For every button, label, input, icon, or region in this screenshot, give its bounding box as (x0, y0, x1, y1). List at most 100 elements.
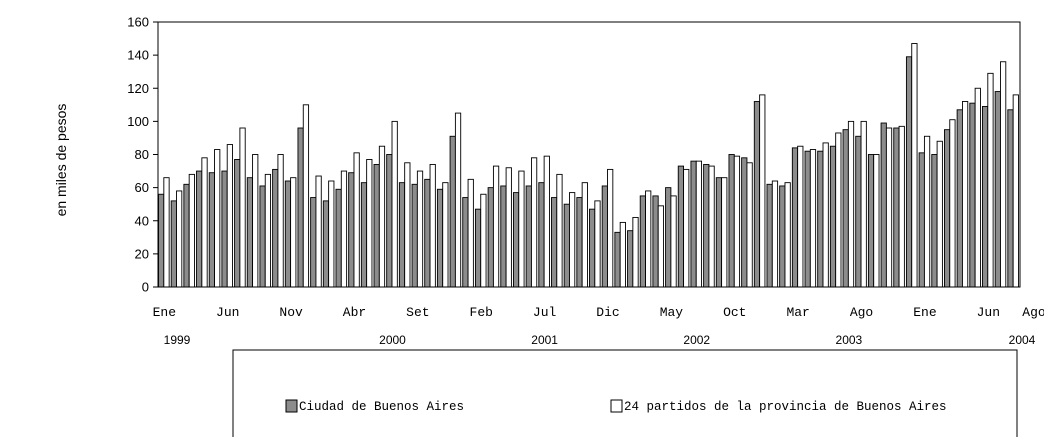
bar-series-group (158, 43, 1019, 288)
x-axis-month-labels: Ene Jun Nov Abr Set Feb Jul Dic May Oct Mar Ago Ene J… (153, 305, 1044, 320)
x-month-label: Abr (343, 305, 366, 320)
bar-partidos (353, 152, 360, 288)
legend-box (232, 349, 1018, 437)
x-month-label: Feb (470, 305, 493, 320)
bar-ciudad (436, 188, 444, 288)
x-month-label: Ago (1022, 305, 1044, 320)
bar-ciudad (322, 200, 330, 288)
x-year-label: 2002 (683, 333, 710, 347)
bar-partidos (619, 221, 626, 288)
bar-ciudad (741, 157, 748, 288)
plot-area-border (157, 21, 1021, 288)
legend-label-partidos: 24 partidos de la provincia de Buenos Ai… (624, 400, 947, 414)
x-month-label: Set (406, 305, 429, 320)
bar-partidos (670, 195, 677, 288)
bar-ciudad (246, 177, 254, 288)
legend-swatch-ciudad (285, 399, 298, 413)
bar-ciudad (538, 182, 545, 288)
y-tick-label: 60 (135, 180, 149, 195)
bar-partidos (531, 157, 538, 288)
bar-ciudad (487, 187, 494, 288)
bar-ciudad (500, 185, 507, 288)
bar-partidos (746, 162, 753, 288)
bar-ciudad (551, 197, 558, 288)
bar-partidos (239, 127, 246, 288)
x-month-label: Dic (596, 305, 619, 320)
bar-ciudad (994, 91, 1001, 288)
y-axis-ticks: 0 20 40 60 80 100 120 140 160 (127, 15, 158, 295)
bar-ciudad (373, 163, 380, 288)
bar-ciudad (348, 172, 355, 288)
bar-partidos (607, 168, 614, 288)
bar-ciudad (221, 170, 228, 288)
bar-partidos (987, 72, 994, 288)
bar-ciudad (411, 183, 418, 288)
bar-partidos (556, 173, 563, 288)
bar-partidos (797, 145, 804, 288)
bar-partidos (201, 157, 208, 288)
legend-item-ciudad: Ciudad de Buenos Aires (285, 399, 464, 414)
bar-partidos (467, 178, 474, 288)
y-tick-label: 0 (142, 280, 149, 295)
bar-ciudad (170, 200, 177, 288)
bar-ciudad (335, 188, 342, 288)
bar-ciudad (424, 178, 431, 288)
bar-ciudad (665, 187, 672, 288)
bar-partidos (176, 190, 183, 288)
bar-partidos (328, 180, 335, 288)
bar-ciudad (855, 135, 862, 288)
bar-partidos (683, 168, 690, 288)
bar-ciudad (601, 185, 608, 288)
bar-partidos (518, 170, 525, 288)
bar-ciudad (576, 197, 583, 288)
bar-partidos (290, 177, 297, 288)
bar-ciudad (766, 183, 773, 288)
bar-partidos (315, 175, 322, 288)
bar-ciudad (690, 160, 697, 288)
x-month-label: Jul (533, 305, 557, 320)
bar-ciudad (449, 135, 456, 288)
x-year-label: 2003 (836, 333, 863, 347)
y-tick-label: 80 (135, 147, 149, 162)
bar-partidos (835, 132, 842, 288)
bar-ciudad (639, 195, 646, 288)
bar-partidos (416, 170, 424, 288)
bar-ciudad (297, 127, 304, 288)
bar-ciudad (817, 150, 824, 288)
bar-ciudad (284, 180, 292, 288)
bar-ciudad (867, 154, 875, 288)
y-tick-label: 40 (135, 213, 149, 228)
bar-ciudad (944, 129, 951, 288)
x-year-label: 2000 (379, 333, 406, 347)
bar-ciudad (196, 170, 203, 288)
legend-swatch-partidos (610, 399, 623, 413)
bar-partidos (277, 154, 284, 288)
bar-partidos (226, 144, 233, 288)
bar-partidos (480, 193, 487, 288)
bar-partidos (898, 125, 905, 288)
bar-ciudad (614, 231, 621, 288)
bar-partidos (847, 120, 855, 288)
bar-ciudad (969, 102, 976, 288)
bar-ciudad (829, 145, 837, 288)
x-month-label: Oct (723, 305, 746, 320)
bar-partidos (708, 165, 715, 288)
bar-ciudad (462, 197, 469, 288)
bar-partidos (492, 165, 500, 288)
bar-partidos (302, 104, 310, 288)
bar-partidos (404, 162, 411, 288)
x-month-label: Nov (279, 305, 303, 320)
bar-ciudad (905, 56, 913, 288)
x-axis-year-labels: 1999 2000 2001 2002 2003 2004 (164, 333, 1036, 347)
y-tick-label: 160 (127, 15, 149, 30)
bar-partidos (454, 112, 462, 288)
bar-partidos (809, 149, 817, 288)
bar-partidos (923, 135, 931, 288)
bar-partidos (252, 154, 259, 288)
bar-partidos (695, 160, 703, 288)
bar-partidos (581, 182, 588, 288)
bar-partidos (429, 163, 436, 288)
bar-partidos (543, 155, 550, 288)
bar-ciudad (183, 183, 190, 288)
bar-ciudad (386, 154, 393, 288)
